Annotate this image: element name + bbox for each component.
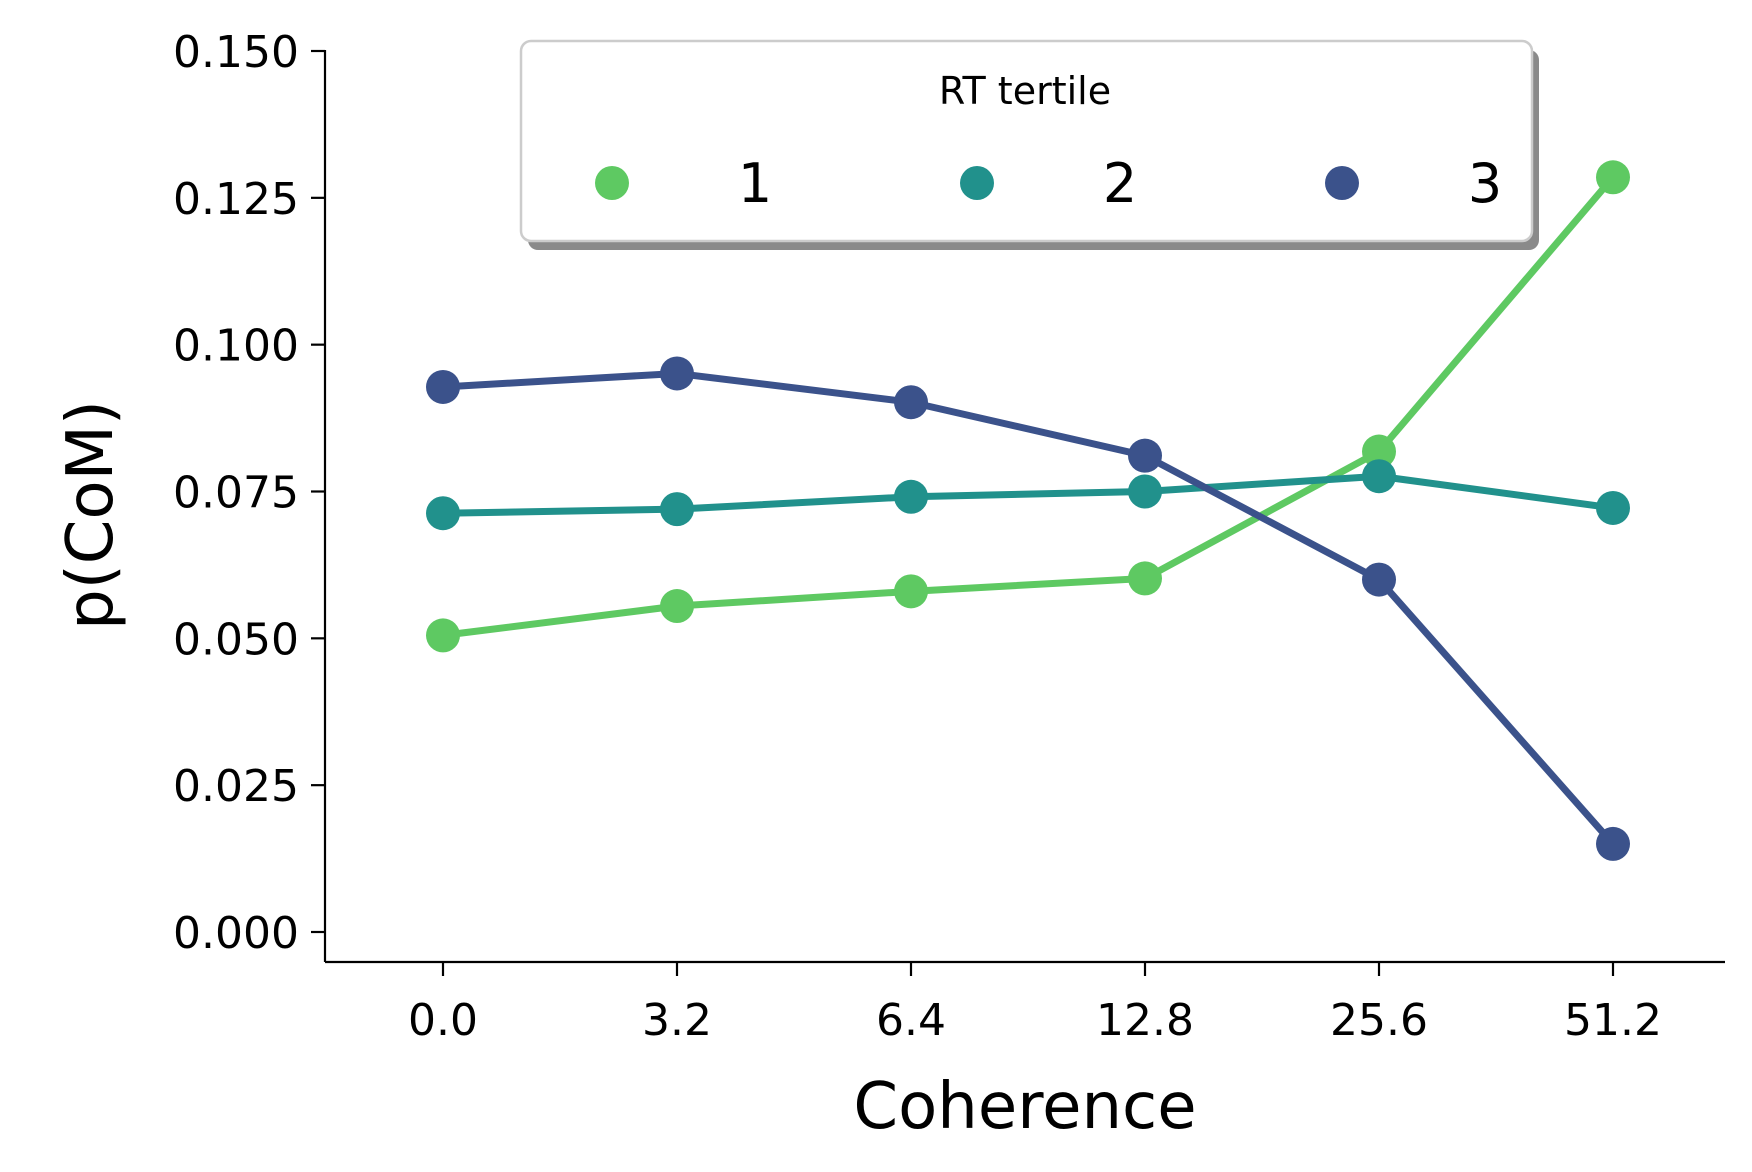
data-point-series-1 xyxy=(1362,434,1396,469)
series-line-3 xyxy=(442,369,1616,847)
x-axis-label: Coherence xyxy=(853,1070,1196,1144)
legend-label-2: 2 xyxy=(1103,152,1137,215)
legend: RT tertile 1 2 3 xyxy=(519,39,1539,250)
axes: 0.000 0.025 0.050 0.075 0.100 0.125 0.150 0.0 3.… xyxy=(173,27,1725,1046)
y-tick-label: 0.000 xyxy=(173,908,299,959)
legend-box xyxy=(519,39,1534,243)
series-points xyxy=(426,160,1630,861)
data-point-series-3 xyxy=(894,385,928,420)
data-point-series-2 xyxy=(1128,474,1162,509)
series-line-1 xyxy=(442,175,1616,639)
y-axis-label: p(CoM) xyxy=(54,400,128,630)
y-tick-label: 0.100 xyxy=(173,321,299,372)
data-point-series-2 xyxy=(1362,459,1396,494)
series-lines xyxy=(442,175,1616,847)
y-tick-label: 0.025 xyxy=(173,761,299,812)
x-tick-label: 3.2 xyxy=(642,995,712,1046)
data-point-series-3 xyxy=(1596,826,1630,861)
data-point-series-3 xyxy=(1362,562,1396,597)
data-point-series-1 xyxy=(660,589,694,624)
data-point-series-2 xyxy=(1596,490,1630,525)
data-point-series-1 xyxy=(894,574,928,609)
x-tick-label: 25.6 xyxy=(1330,995,1428,1046)
data-point-series-2 xyxy=(426,496,460,531)
data-point-series-1 xyxy=(1596,160,1630,195)
x-tick-label: 6.4 xyxy=(876,995,946,1046)
legend-label-1: 1 xyxy=(738,152,772,215)
y-tick-label: 0.150 xyxy=(173,27,299,78)
legend-title: RT tertile xyxy=(939,69,1111,113)
data-point-series-2 xyxy=(660,492,694,527)
y-tick-label: 0.050 xyxy=(173,614,299,665)
data-point-series-1 xyxy=(1128,561,1162,596)
data-point-series-1 xyxy=(426,618,460,653)
data-point-series-3 xyxy=(1128,438,1162,473)
legend-label-3: 3 xyxy=(1468,152,1502,215)
legend-marker-2 xyxy=(960,166,994,200)
y-tick-label: 0.125 xyxy=(173,174,299,225)
x-tick-label: 51.2 xyxy=(1564,995,1662,1046)
legend-marker-1 xyxy=(595,166,629,200)
series-line-2 xyxy=(442,472,1614,517)
data-point-series-3 xyxy=(426,369,460,404)
legend-marker-3 xyxy=(1325,166,1359,200)
y-tick-label: 0.075 xyxy=(173,468,299,519)
x-tick-label: 0.0 xyxy=(408,995,478,1046)
x-tick-label: 12.8 xyxy=(1096,995,1194,1046)
data-point-series-2 xyxy=(894,479,928,514)
data-point-series-3 xyxy=(660,356,694,391)
